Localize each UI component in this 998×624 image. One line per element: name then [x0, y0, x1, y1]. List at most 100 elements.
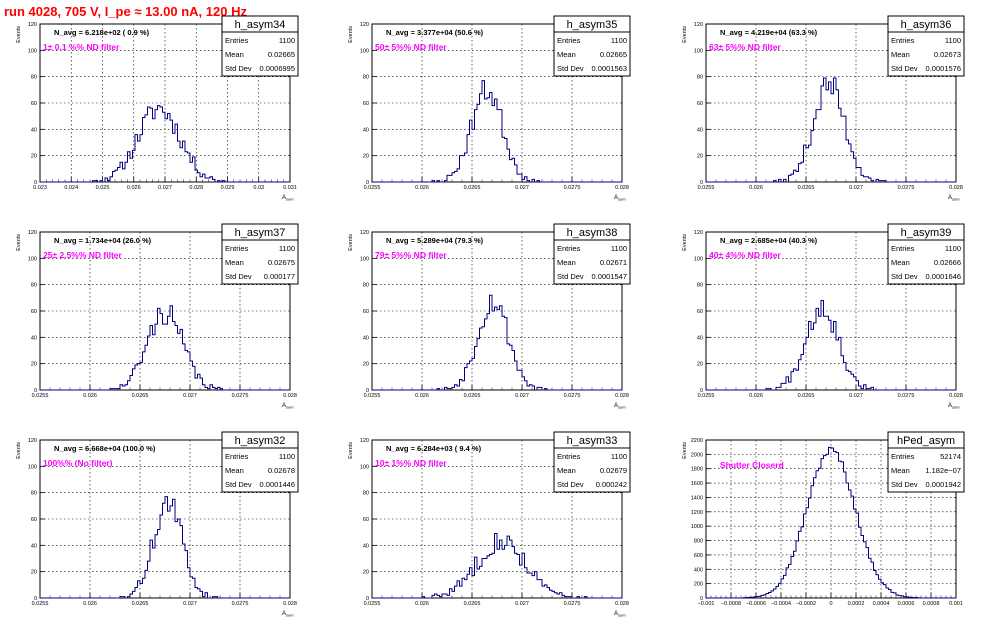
histogram-line-h_asym34 [40, 105, 290, 183]
y-tick-label: 100 [28, 256, 37, 262]
x-tick-label: 0.0275 [564, 601, 581, 607]
x-axis-label: Asum [614, 195, 626, 202]
y-tick-label: 120 [694, 230, 703, 236]
x-tick-label: 0.026 [415, 393, 429, 399]
stats-value: 0.0001446 [260, 480, 295, 489]
y-tick-label: 2000 [691, 452, 703, 458]
x-tick-label: 0.0255 [364, 393, 381, 399]
stats-box [887, 239, 965, 285]
stats-value: 0.02679 [600, 466, 627, 475]
canvas-title: run 4028, 705 V, I_pe ≈ 13.00 nA, 120 Hz [4, 4, 247, 19]
x-tick-label: 0.0002 [848, 601, 865, 607]
stats-box [553, 447, 631, 493]
histogram-panel-h_asym39: 0 20 40 60 80 100 120 0.0255 0.026 0.0265 0.027 0.0… [682, 223, 965, 410]
y-tick-label: 120 [28, 22, 37, 28]
stats-value: 0.0001576 [926, 64, 961, 73]
x-tick-label: 0.027 [158, 185, 172, 191]
y-tick-label: 800 [694, 539, 703, 545]
y-tick-label: 0 [366, 388, 369, 394]
x-axis-label: Asum [282, 403, 294, 410]
y-axis-label: Events [348, 26, 354, 43]
x-tick-label: 0.026 [127, 185, 141, 191]
y-tick-label: 120 [28, 438, 37, 444]
y-tick-label: 20 [697, 362, 703, 368]
stats-label: Std Dev [891, 272, 918, 281]
x-tick-label: 0.0255 [32, 393, 49, 399]
y-tick-label: 60 [697, 309, 703, 315]
stats-value: 0.000242 [596, 480, 627, 489]
stats-box [553, 31, 631, 77]
y-tick-label: 100 [694, 256, 703, 262]
histogram-line-h_asym35 [372, 80, 622, 183]
stats-label: Entries [891, 36, 915, 45]
y-tick-label: 80 [697, 283, 703, 289]
x-tick-label: −0.0008 [721, 601, 741, 607]
y-tick-label: 200 [694, 582, 703, 588]
x-tick-label: 0.027 [515, 393, 529, 399]
y-tick-label: 100 [694, 48, 703, 54]
x-tick-label: 0.0265 [464, 185, 481, 191]
x-tick-label: 0.026 [749, 393, 763, 399]
filter-label: 79± 5%% ND filter [375, 250, 447, 260]
histogram-line-h_asym37 [40, 305, 290, 391]
y-tick-label: 60 [31, 309, 37, 315]
y-tick-label: 2200 [691, 438, 703, 444]
stats-label: Std Dev [557, 480, 584, 489]
y-axis-label: Events [16, 442, 22, 459]
stats-value: 1100 [279, 36, 295, 45]
navg-label: N_avg = 6.284e+03 ( 9.4 %) [386, 444, 482, 453]
stats-box [887, 447, 965, 493]
x-tick-label: 0.0275 [232, 393, 249, 399]
stats-label: Entries [225, 36, 249, 45]
x-tick-label: 0.0008 [923, 601, 940, 607]
y-tick-label: 20 [363, 570, 369, 576]
stats-value: 0.0001547 [592, 272, 627, 281]
stats-value: 0.02665 [600, 50, 627, 59]
y-tick-label: 0 [700, 388, 703, 394]
x-tick-label: 0.024 [64, 185, 78, 191]
y-tick-label: 600 [694, 553, 703, 559]
x-tick-label: 0.0275 [564, 185, 581, 191]
stats-title: h_asym33 [567, 435, 618, 447]
x-tick-label: 0.0265 [798, 185, 815, 191]
x-tick-label: −0.0006 [746, 601, 766, 607]
stats-box [221, 239, 299, 285]
stats-title: h_asym32 [235, 435, 286, 447]
x-tick-label: 0.028 [615, 393, 629, 399]
stats-box [553, 239, 631, 285]
x-tick-label: 0.028 [949, 393, 963, 399]
histogram-line-h_asym38 [372, 294, 622, 391]
y-axis-label: Events [348, 234, 354, 251]
navg-label: N_avg = 4.219e+04 (63.3 %) [720, 28, 818, 37]
stats-box [221, 447, 299, 493]
stats-value: 0.02678 [268, 466, 295, 475]
stats-title: h_asym37 [235, 227, 286, 239]
stats-value: 0.000177 [264, 272, 295, 281]
y-tick-label: 40 [697, 335, 703, 341]
x-tick-label: 0.0265 [798, 393, 815, 399]
x-tick-label: 0.0275 [564, 393, 581, 399]
y-tick-label: 40 [31, 335, 37, 341]
y-tick-label: 20 [31, 154, 37, 160]
x-tick-label: 0.027 [183, 393, 197, 399]
x-axis-label: Asum [614, 611, 626, 618]
x-tick-label: 0.0275 [898, 393, 915, 399]
y-tick-label: 80 [697, 75, 703, 81]
navg-label: N_avg = 5.289e+04 (79.3 %) [386, 236, 484, 245]
stats-label: Mean [557, 50, 576, 59]
y-tick-label: 0 [366, 596, 369, 602]
histogram-panel-h_asym37: 0 20 40 60 80 100 120 0.0255 0.026 0.0265 0.027 0.0… [16, 223, 299, 410]
histogram-panel-h_asym34: 0 20 40 60 80 100 120 0.023 0.024 0.025 0.026 0.027… [16, 15, 299, 202]
y-tick-label: 40 [697, 127, 703, 133]
x-axis-label: Asum [948, 195, 960, 202]
x-axis-label: Asum [282, 195, 294, 202]
y-tick-label: 1200 [691, 510, 703, 516]
y-tick-label: 120 [360, 438, 369, 444]
stats-value: 0.0001646 [926, 272, 961, 281]
x-axis-label: Asum [948, 403, 960, 410]
y-tick-label: 40 [31, 543, 37, 549]
y-tick-label: 60 [363, 309, 369, 315]
stats-label: Std Dev [891, 64, 918, 73]
stats-label: Std Dev [225, 64, 252, 73]
filter-label: 1± 0.1 %% ND filter [43, 42, 120, 52]
